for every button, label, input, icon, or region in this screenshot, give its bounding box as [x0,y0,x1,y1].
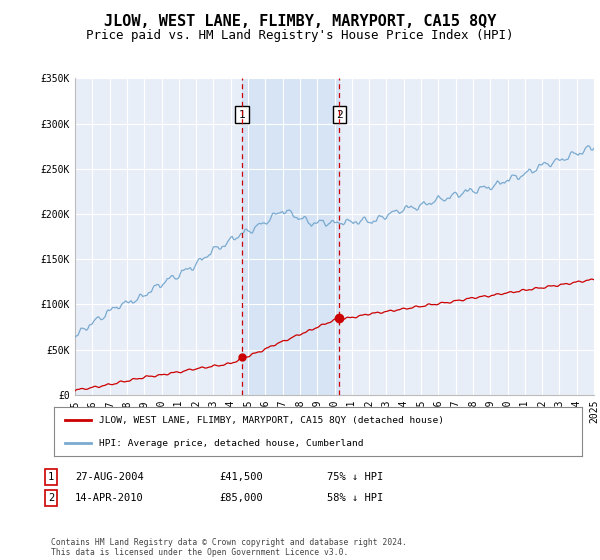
Bar [242,78,340,395]
Text: 27-AUG-2004: 27-AUG-2004 [75,472,144,482]
Text: £41,500: £41,500 [219,472,263,482]
Text: 2: 2 [336,110,343,120]
Text: 1: 1 [239,110,245,120]
Text: JLOW, WEST LANE, FLIMBY, MARYPORT, CA15 8QY: JLOW, WEST LANE, FLIMBY, MARYPORT, CA15 … [104,14,496,29]
Text: 1: 1 [48,472,54,482]
Text: HPI: Average price, detached house, Cumberland: HPI: Average price, detached house, Cumb… [99,438,364,447]
Text: Contains HM Land Registry data © Crown copyright and database right 2024.
This d: Contains HM Land Registry data © Crown c… [51,538,407,557]
Text: 2: 2 [48,493,54,503]
Text: 14-APR-2010: 14-APR-2010 [75,493,144,503]
Text: Price paid vs. HM Land Registry's House Price Index (HPI): Price paid vs. HM Land Registry's House … [86,29,514,42]
Text: JLOW, WEST LANE, FLIMBY, MARYPORT, CA15 8QY (detached house): JLOW, WEST LANE, FLIMBY, MARYPORT, CA15 … [99,416,444,425]
Text: £85,000: £85,000 [219,493,263,503]
Text: 58% ↓ HPI: 58% ↓ HPI [327,493,383,503]
Text: 75% ↓ HPI: 75% ↓ HPI [327,472,383,482]
